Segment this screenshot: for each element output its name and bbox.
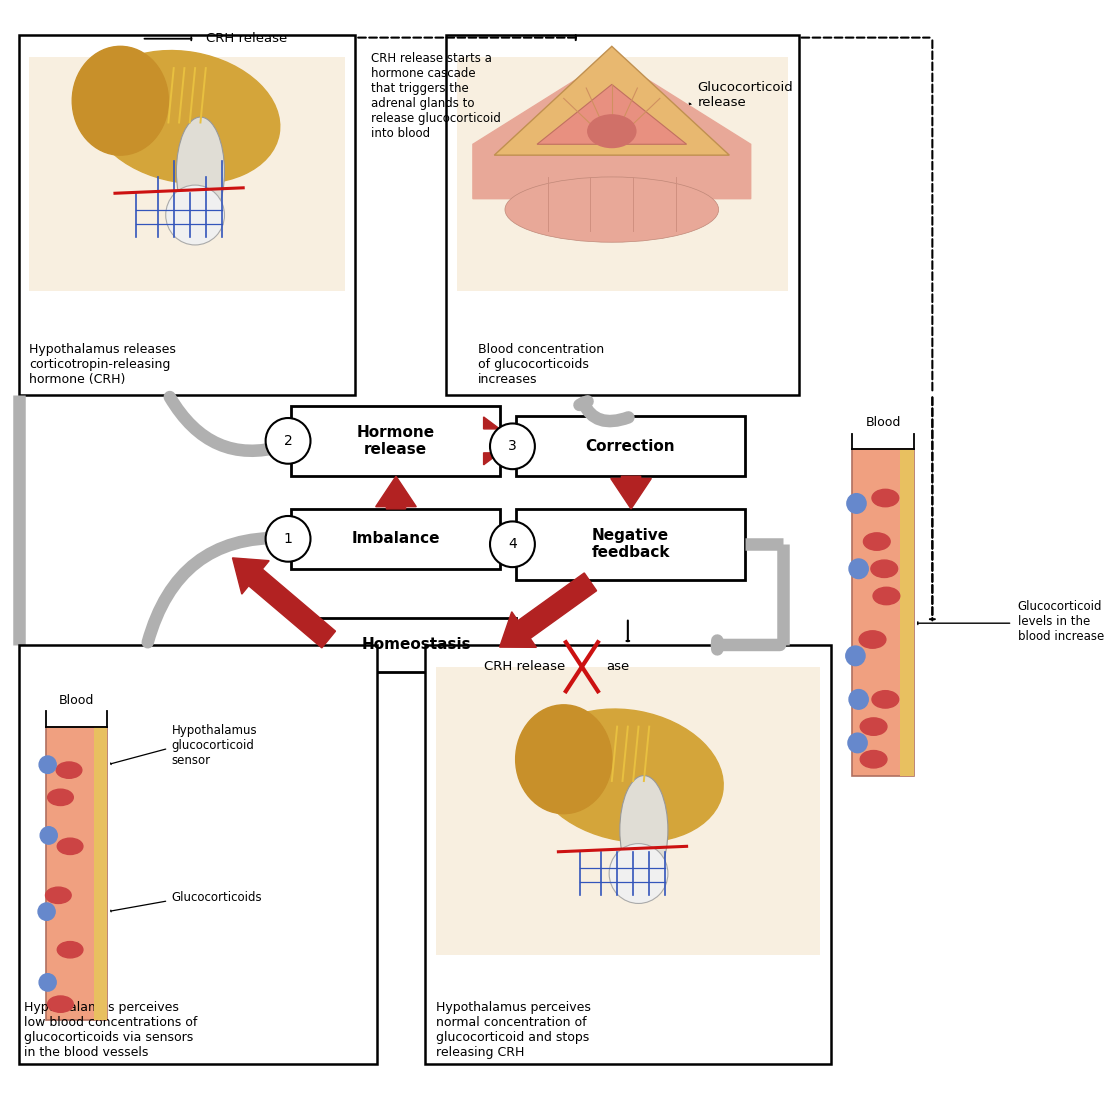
FancyBboxPatch shape bbox=[424, 645, 831, 1064]
Text: Homeostasis: Homeostasis bbox=[362, 638, 471, 652]
Ellipse shape bbox=[73, 46, 169, 155]
FancyArrow shape bbox=[484, 417, 516, 465]
Ellipse shape bbox=[620, 776, 668, 884]
FancyArrow shape bbox=[375, 476, 417, 509]
Ellipse shape bbox=[48, 996, 74, 1012]
Text: Hypothalamus releases
corticotropin-releasing
hormone (CRH): Hypothalamus releases corticotropin-rele… bbox=[29, 342, 176, 386]
Circle shape bbox=[847, 493, 866, 513]
Text: CRH release: CRH release bbox=[484, 660, 565, 673]
Ellipse shape bbox=[872, 690, 899, 708]
Ellipse shape bbox=[48, 789, 74, 805]
Circle shape bbox=[490, 522, 535, 567]
Text: ase: ase bbox=[607, 660, 630, 673]
Text: CRH release starts a
hormone cascade
that triggers the
adrenal glands to
release: CRH release starts a hormone cascade tha… bbox=[372, 51, 502, 140]
Polygon shape bbox=[472, 57, 751, 199]
Text: Glucocorticoids: Glucocorticoids bbox=[172, 891, 262, 904]
Ellipse shape bbox=[873, 587, 900, 605]
Text: Hypothalamus perceives
low blood concentrations of
glucocorticoids via sensors
i: Hypothalamus perceives low blood concent… bbox=[25, 1001, 198, 1059]
Ellipse shape bbox=[609, 843, 668, 904]
FancyBboxPatch shape bbox=[436, 666, 820, 955]
Circle shape bbox=[846, 647, 865, 665]
Ellipse shape bbox=[859, 631, 886, 649]
Text: Correction: Correction bbox=[585, 439, 676, 454]
FancyBboxPatch shape bbox=[516, 417, 745, 476]
FancyBboxPatch shape bbox=[94, 726, 107, 1021]
Circle shape bbox=[266, 516, 311, 561]
Text: 4: 4 bbox=[508, 537, 517, 551]
FancyBboxPatch shape bbox=[292, 406, 499, 476]
FancyBboxPatch shape bbox=[318, 618, 516, 672]
Ellipse shape bbox=[46, 887, 71, 904]
Ellipse shape bbox=[860, 718, 887, 735]
FancyBboxPatch shape bbox=[446, 35, 799, 395]
FancyBboxPatch shape bbox=[900, 449, 914, 776]
Text: Hormone
release: Hormone release bbox=[356, 424, 435, 457]
FancyArrow shape bbox=[611, 476, 651, 509]
FancyBboxPatch shape bbox=[457, 57, 789, 291]
Circle shape bbox=[848, 733, 867, 753]
FancyBboxPatch shape bbox=[29, 57, 345, 291]
Text: 2: 2 bbox=[284, 434, 293, 447]
Circle shape bbox=[38, 903, 55, 920]
Ellipse shape bbox=[533, 709, 723, 842]
Text: Negative
feedback: Negative feedback bbox=[591, 528, 670, 560]
Ellipse shape bbox=[871, 560, 898, 578]
Ellipse shape bbox=[57, 942, 83, 958]
Ellipse shape bbox=[176, 117, 225, 225]
FancyBboxPatch shape bbox=[292, 509, 499, 569]
Circle shape bbox=[40, 827, 57, 845]
FancyBboxPatch shape bbox=[19, 35, 355, 395]
FancyBboxPatch shape bbox=[516, 509, 745, 580]
Ellipse shape bbox=[588, 115, 636, 148]
Circle shape bbox=[490, 423, 535, 469]
Circle shape bbox=[266, 418, 311, 464]
Ellipse shape bbox=[165, 185, 225, 245]
Text: Hypothalamus
glucocorticoid
sensor: Hypothalamus glucocorticoid sensor bbox=[172, 723, 257, 767]
Polygon shape bbox=[495, 46, 729, 155]
Ellipse shape bbox=[516, 705, 612, 814]
Circle shape bbox=[39, 756, 56, 773]
Circle shape bbox=[849, 559, 868, 579]
Ellipse shape bbox=[860, 750, 887, 768]
Ellipse shape bbox=[872, 489, 899, 507]
Ellipse shape bbox=[57, 838, 83, 854]
Text: Hypothalamus perceives
normal concentration of
glucocorticoid and stops
releasin: Hypothalamus perceives normal concentrat… bbox=[436, 1001, 591, 1059]
Text: 3: 3 bbox=[508, 440, 517, 453]
FancyBboxPatch shape bbox=[852, 449, 914, 776]
Ellipse shape bbox=[89, 50, 279, 184]
Ellipse shape bbox=[863, 533, 890, 550]
Text: Blood: Blood bbox=[59, 694, 94, 707]
Text: Glucocorticoid
release: Glucocorticoid release bbox=[697, 81, 793, 109]
FancyArrow shape bbox=[499, 573, 596, 648]
FancyBboxPatch shape bbox=[19, 645, 376, 1064]
Text: Glucocorticoid
levels in the
blood increase: Glucocorticoid levels in the blood incre… bbox=[1018, 600, 1104, 642]
Text: 1: 1 bbox=[284, 532, 293, 546]
FancyArrow shape bbox=[232, 558, 335, 648]
FancyBboxPatch shape bbox=[46, 726, 107, 1021]
Text: Imbalance: Imbalance bbox=[351, 532, 440, 546]
Ellipse shape bbox=[505, 177, 718, 242]
Circle shape bbox=[849, 689, 868, 709]
Polygon shape bbox=[537, 84, 687, 144]
Circle shape bbox=[39, 974, 56, 991]
Text: CRH release: CRH release bbox=[206, 32, 287, 45]
Ellipse shape bbox=[56, 761, 82, 778]
Text: Blood: Blood bbox=[866, 417, 901, 430]
Text: Blood concentration
of glucocorticoids
increases: Blood concentration of glucocorticoids i… bbox=[478, 342, 604, 386]
